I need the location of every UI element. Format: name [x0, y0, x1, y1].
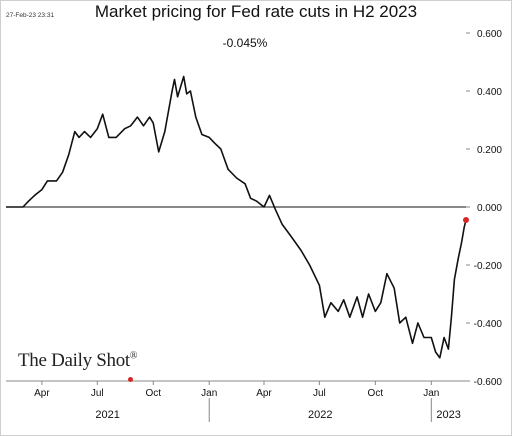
y-tick-label: -0.600 — [474, 377, 503, 388]
x-tick-label: Apr — [256, 388, 272, 399]
x-year-label: 2021 — [95, 409, 119, 421]
last-value-point — [463, 217, 469, 224]
x-year-label: 2023 — [436, 409, 460, 421]
daily-shot-logo: The Daily Shot® — [18, 350, 138, 372]
x-tick-label: Jan — [201, 388, 217, 399]
x-tick-label: Apr — [34, 388, 50, 399]
y-tick-label: -0.200 — [474, 261, 503, 272]
timestamp: 27-Feb-23 23:31 — [6, 12, 55, 19]
y-tick-label: 0.400 — [477, 87, 502, 98]
y-tick-label: -0.400 — [474, 319, 503, 330]
logo-registered-mark: ® — [129, 350, 138, 362]
series-line — [6, 75, 467, 359]
y-tick-label: 0.000 — [477, 203, 502, 214]
x-tick-label: Jul — [313, 388, 326, 399]
chart-subtitle: -0.045% — [222, 36, 268, 50]
logo-dot-icon — [128, 377, 133, 382]
x-tick-label: Jan — [423, 388, 439, 399]
y-tick-label: 0.600 — [477, 29, 502, 40]
chart-title: Market pricing for Fed rate cuts in H2 2… — [94, 2, 418, 21]
y-tick-label: 0.200 — [477, 145, 502, 156]
x-year-label: 2022 — [308, 409, 332, 421]
x-tick-label: Oct — [145, 388, 161, 399]
x-tick-label: Oct — [368, 388, 384, 399]
logo-text: The Daily Shot — [18, 350, 130, 371]
x-tick-label: Jul — [91, 388, 104, 399]
